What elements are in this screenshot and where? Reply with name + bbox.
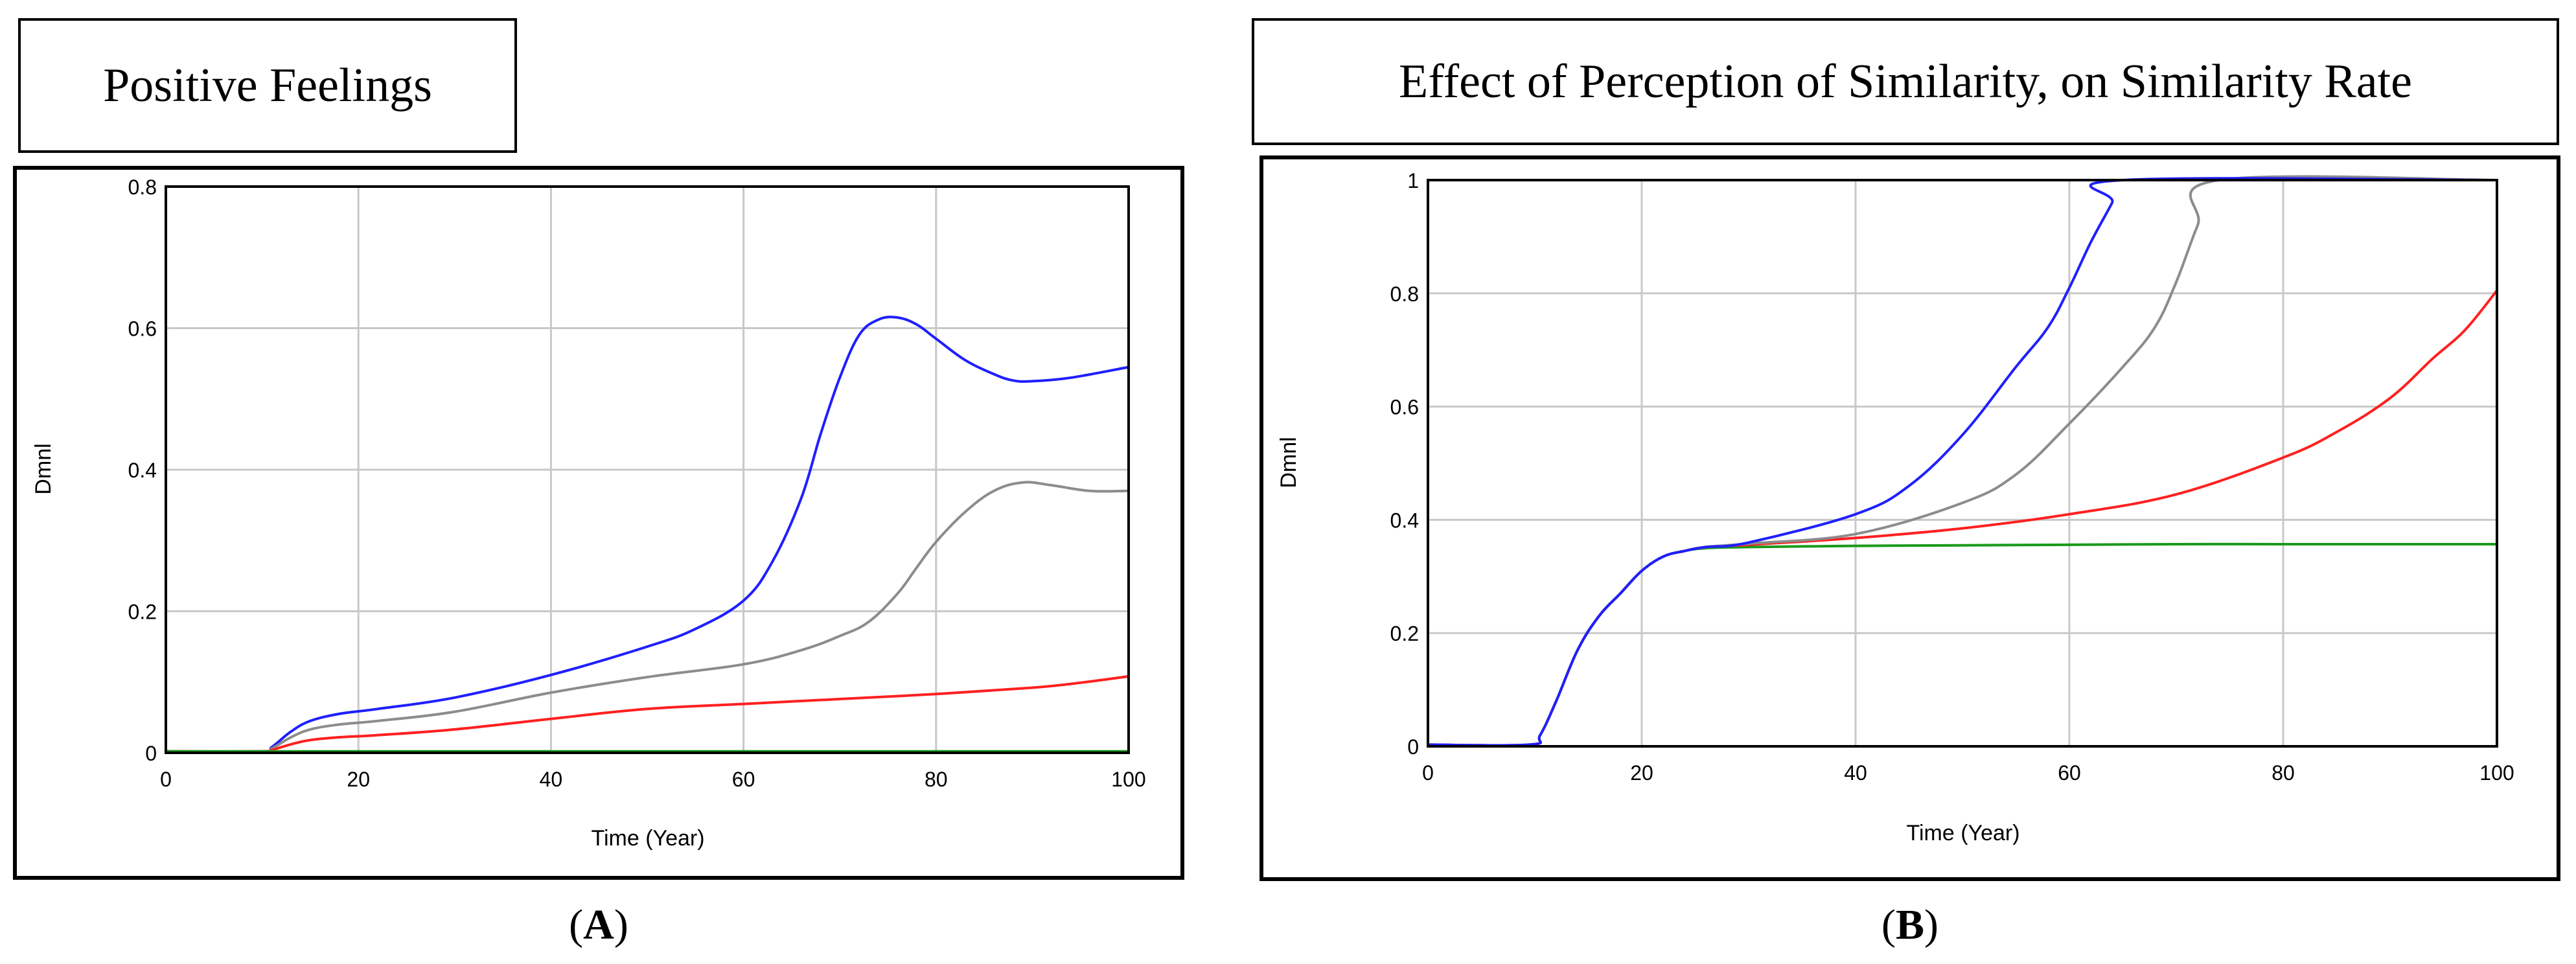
chart-a-ytick-label: 0.4 <box>128 459 157 482</box>
chart-b-caption-open: ( <box>1881 901 1896 948</box>
chart-a-plot-border <box>165 185 1130 754</box>
chart-a-ytick-label: 0 <box>145 742 157 765</box>
chart-a-caption-close: ) <box>614 901 628 948</box>
chart-a-series-red <box>165 675 1129 753</box>
chart-b-title: Effect of Perception of Similarity, on S… <box>1252 18 2559 145</box>
chart-b-title-text: Effect of Perception of Similarity, on S… <box>1399 54 2412 108</box>
chart-a-series-blue <box>165 316 1129 753</box>
chart-a-caption: (A) <box>501 901 696 950</box>
chart-a-xtick-label: 100 <box>1111 768 1145 791</box>
chart-b-frame <box>1259 155 2560 881</box>
chart-a-xlabel: Time (Year) <box>591 826 704 851</box>
chart-b-caption: (B) <box>1813 901 2007 950</box>
chart-a-xtick-label: 20 <box>347 768 370 791</box>
chart-a-caption-open: ( <box>569 901 584 948</box>
chart-a-xtick-label: 60 <box>732 768 755 791</box>
chart-b-caption-letter: B <box>1895 901 1925 948</box>
chart-a-ytick-label: 0.8 <box>128 176 157 199</box>
chart-a-title: Positive Feelings <box>18 18 517 153</box>
chart-b-caption-close: ) <box>1924 901 1938 948</box>
chart-a-ytick-label: 0.6 <box>128 317 157 341</box>
chart-a-xtick-label: 0 <box>160 768 172 791</box>
chart-a-title-text: Positive Feelings <box>103 58 432 112</box>
chart-a-caption-letter: A <box>583 901 614 948</box>
chart-a-series-gray <box>165 481 1129 753</box>
chart-a-ylabel: Dmnl <box>31 443 56 494</box>
chart-a-ytick-label: 0.2 <box>128 601 157 624</box>
chart-a-xtick-label: 80 <box>925 768 948 791</box>
chart-a-xtick-label: 40 <box>540 768 563 791</box>
